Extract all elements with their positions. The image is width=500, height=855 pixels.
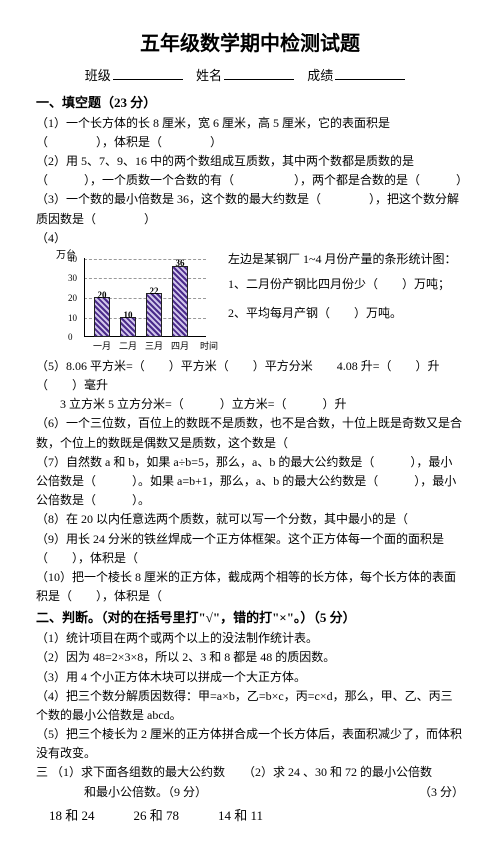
x-1: 一月 xyxy=(92,339,112,353)
section3-head-a: 三 （1）求下面各组数的最大公约数 （2）求 24 、30 和 72 的最小公倍… xyxy=(36,763,464,782)
s3-score: （3 分） xyxy=(419,783,464,802)
bar-4-val: 36 xyxy=(176,256,185,270)
chart-text: 左边是某钢厂 1~4 月份产量的条形统计图： 1、二月份产钢比四月份少（ ）万吨… xyxy=(220,250,457,355)
chart-caption: 左边是某钢厂 1~4 月份产量的条形统计图： xyxy=(228,250,457,269)
q5a: （5）8.06 平方米=（ ）平方米（ ）平方分米 4.08 升=（ ）升（ ）… xyxy=(36,357,464,395)
blank-name[interactable] xyxy=(224,66,294,80)
q3: （3）一个数的最小倍数是 36，这个数的最大约数是（ ），把这个数分解质因数是（… xyxy=(36,190,464,228)
bar-1-val: 20 xyxy=(98,288,107,302)
q8: （8）在 20 以内任意选两个质数，就可以写一个分数，其中最小的是（ xyxy=(36,510,464,529)
s2-q2: （2）因为 48=2×3×8，所以 2、3 和 8 都是 48 的质因数。 xyxy=(36,648,464,667)
section1-head: 一、填空题（23 分） xyxy=(36,93,464,114)
chart-row: 万台 0 10 20 30 40 20 10 22 36 一月 二月 三月 xyxy=(60,250,464,355)
section3-head-b: 和最小公倍数。（9 分） （3 分） xyxy=(36,783,464,802)
x-axis-end: 时间 xyxy=(200,339,218,353)
bar-3-val: 22 xyxy=(150,284,159,298)
bar-4 xyxy=(172,266,188,337)
q4-label: （4） xyxy=(36,229,66,248)
ytick-0: 0 xyxy=(68,330,73,344)
s2-q5: （5）把三个棱长为 2 厘米的正方体拼合成一个长方体后，表面积减少了，而体积没有… xyxy=(36,725,464,763)
bar-chart: 万台 0 10 20 30 40 20 10 22 36 一月 二月 三月 xyxy=(60,250,210,355)
s2-q1: （1）统计项目在两个或两个以上的没法制作统计表。 xyxy=(36,629,464,648)
chart-q2: 2、平均每月产钢（ ）万吨。 xyxy=(228,304,457,323)
x-4: 四月 xyxy=(170,339,190,353)
q9: （9）用长 24 分米的铁丝焊成一个正方体框架。这个正方体每一个面的面积是（ ）… xyxy=(36,530,464,568)
blank-class[interactable] xyxy=(113,66,183,80)
q7: （7）自然数 a 和 b，如果 a÷b=5，那么，a、b 的最大公约数是（ ），… xyxy=(36,453,464,511)
s3-sub: 和最小公倍数。（9 分） xyxy=(36,785,207,799)
q10: （10）把一个棱长 8 厘米的正方体，截成两个相等的长方体，每个长方体的表面积是… xyxy=(36,568,464,606)
ytick-10: 10 xyxy=(68,311,77,325)
label-name: 姓名 xyxy=(196,68,222,83)
section2-head: 二、判断。（对的在括号里打"√"，错的打"×"。）（5 分） xyxy=(36,608,464,629)
chart-q1: 1、二月份产钢比四月份少（ ）万吨； xyxy=(228,275,457,294)
info-line: 班级 姓名 成绩 xyxy=(36,66,464,87)
s3-nums: 18 和 24 26 和 78 14 和 11 xyxy=(36,806,464,827)
ytick-20: 20 xyxy=(68,291,77,305)
bar-2-val: 10 xyxy=(124,308,133,322)
blank-score[interactable] xyxy=(335,66,405,80)
q5b: 3 立方米 5 立方分米=（ ）立方米=（ ）升 xyxy=(36,395,464,414)
q1: （1）一个长方体的长 8 厘米，宽 6 厘米，高 5 厘米，它的表面积是（ ），… xyxy=(36,114,464,152)
ytick-40: 40 xyxy=(68,252,77,266)
label-class: 班级 xyxy=(85,68,111,83)
bar-1 xyxy=(94,297,110,337)
q2: （2）用 5、7、9、16 中的两个数组成互质数，其中两个数都是质数的是（ ），… xyxy=(36,152,464,190)
ytick-30: 30 xyxy=(68,271,77,285)
s2-q3: （3）用 4 个小正方体木块可以拼成一个大正方体。 xyxy=(36,668,464,687)
q6: （6）一个三位数，百位上的数既不是质数，也不是合数，十位上既是奇数又是合数，个位… xyxy=(36,414,464,452)
x-3: 三月 xyxy=(144,339,164,353)
label-score: 成绩 xyxy=(307,68,333,83)
page-title: 五年级数学期中检测试题 xyxy=(36,28,464,60)
bar-3 xyxy=(146,293,162,337)
chart-box: 万台 0 10 20 30 40 20 10 22 36 一月 二月 三月 xyxy=(60,250,220,355)
x-2: 二月 xyxy=(118,339,138,353)
